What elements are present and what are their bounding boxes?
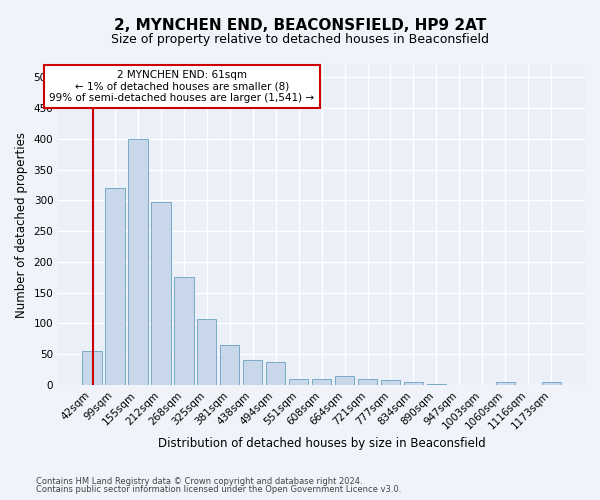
Bar: [174, 278, 194, 385]
Bar: [266, 362, 286, 385]
X-axis label: Distribution of detached houses by size in Beaconsfield: Distribution of detached houses by size …: [158, 437, 485, 450]
Bar: [427, 384, 446, 385]
Bar: [542, 382, 561, 385]
Bar: [381, 380, 400, 385]
Bar: [358, 379, 377, 385]
Bar: [496, 382, 515, 385]
Text: Size of property relative to detached houses in Beaconsfield: Size of property relative to detached ho…: [111, 32, 489, 46]
Bar: [197, 319, 217, 385]
Text: 2, MYNCHEN END, BEACONSFIELD, HP9 2AT: 2, MYNCHEN END, BEACONSFIELD, HP9 2AT: [114, 18, 486, 32]
Bar: [289, 379, 308, 385]
Text: 2 MYNCHEN END: 61sqm
← 1% of detached houses are smaller (8)
99% of semi-detache: 2 MYNCHEN END: 61sqm ← 1% of detached ho…: [49, 70, 314, 103]
Bar: [404, 382, 423, 385]
Bar: [220, 345, 239, 385]
Bar: [312, 379, 331, 385]
Bar: [82, 351, 101, 385]
Bar: [243, 360, 262, 385]
Bar: [105, 188, 125, 385]
Bar: [151, 202, 170, 385]
Text: Contains public sector information licensed under the Open Government Licence v3: Contains public sector information licen…: [36, 486, 401, 494]
Y-axis label: Number of detached properties: Number of detached properties: [15, 132, 28, 318]
Bar: [128, 139, 148, 385]
Text: Contains HM Land Registry data © Crown copyright and database right 2024.: Contains HM Land Registry data © Crown c…: [36, 477, 362, 486]
Bar: [335, 376, 355, 385]
